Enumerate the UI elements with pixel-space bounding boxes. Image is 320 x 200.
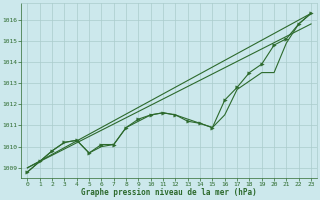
X-axis label: Graphe pression niveau de la mer (hPa): Graphe pression niveau de la mer (hPa) [81, 188, 257, 197]
